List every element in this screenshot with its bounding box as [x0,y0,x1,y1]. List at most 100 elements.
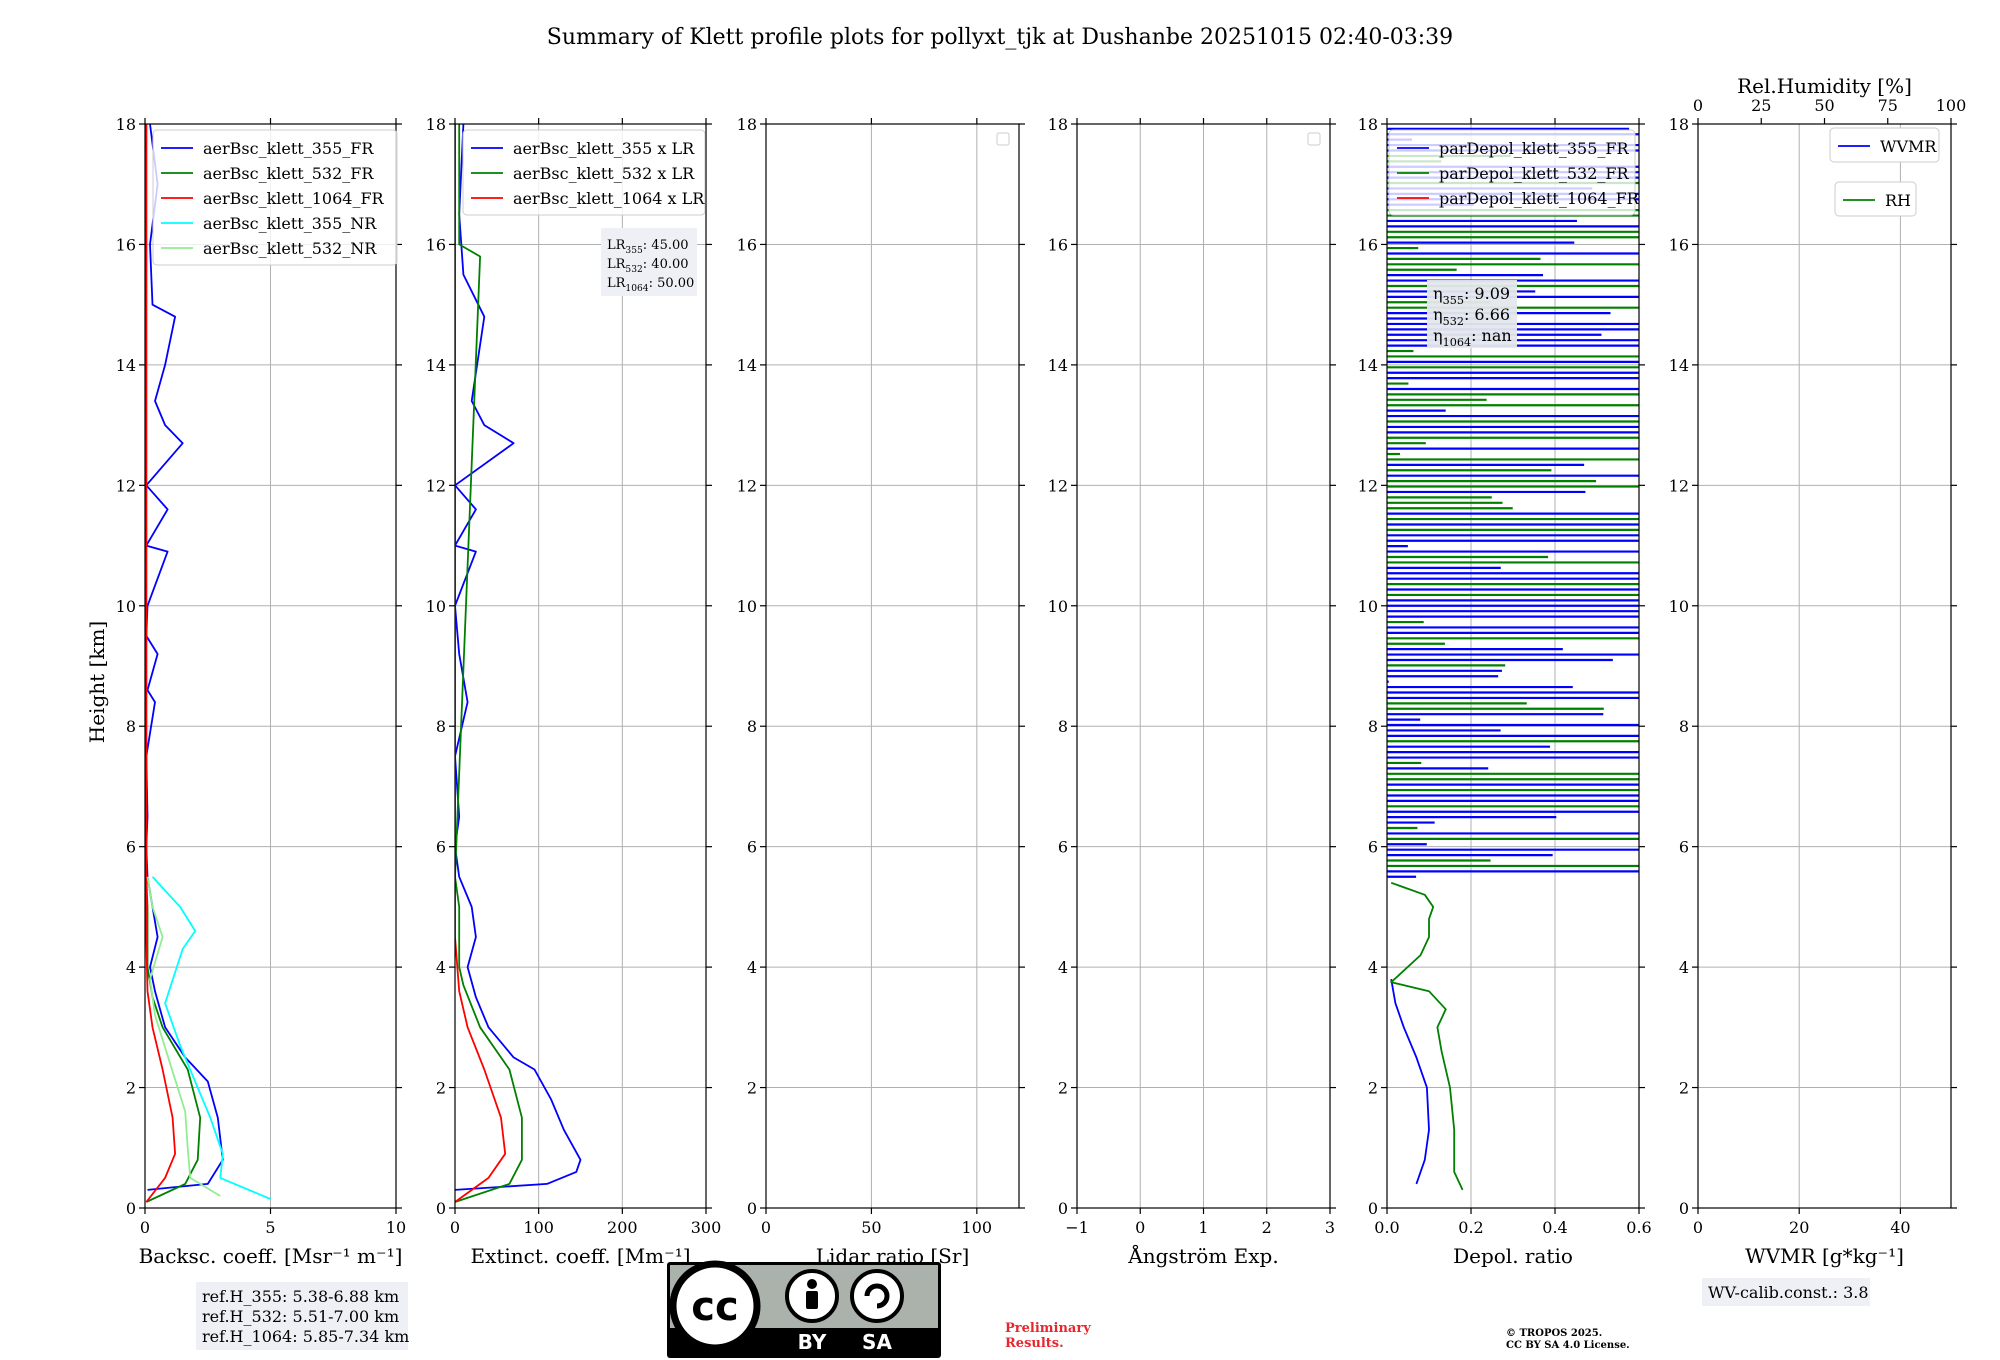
x-tick-label: 3 [1325,1218,1335,1237]
x-tick-label: 0.2 [1458,1218,1483,1237]
y-axis-label: Height [km] [85,621,109,743]
y-tick-label: 12 [1669,476,1689,495]
y-tick-label: 8 [1058,717,1068,736]
x-axis-label: Depol. ratio [1453,1244,1573,1268]
legend: WVMR [1829,127,1940,163]
y-tick-label: 2 [747,1079,757,1098]
series-line-parDepol_klett_532_FR [1390,881,1464,1191]
x-tick-label: 0 [1135,1218,1145,1237]
y-tick-label: 16 [426,235,446,254]
series-line-aerBsc_klett_1064 x LR [455,124,507,1203]
y-tick-label: 14 [737,356,757,375]
y-tick-label: 8 [747,717,757,736]
y-tick-label: 0 [126,1199,136,1218]
y-tick-label: 2 [1679,1079,1689,1098]
eta-box [1427,280,1517,348]
sa-icon [850,1269,904,1323]
legend-label: RH [1885,191,1911,210]
legend-label: aerBsc_klett_355 x LR [513,139,695,158]
eta-text: η532: 6.66 [1433,305,1510,328]
cc-text: cc [691,1284,738,1330]
wv-calib-annotation: WV-calib.const.: 3.8 [1702,1278,1870,1306]
y-tick-label: 6 [1368,838,1378,857]
empty-legend-box [1307,132,1321,146]
y-tick-label: 14 [1358,356,1378,375]
x-tick-label: 40 [1890,1218,1910,1237]
legend-box [1829,127,1940,163]
x-tick-label: 1 [1198,1218,1208,1237]
y-tick-label: 18 [1048,115,1068,134]
copyright-text: CC BY SA 4.0 License. [1506,1340,1630,1351]
y-tick-label: 0 [1058,1199,1068,1218]
y-tick-label: 6 [747,838,757,857]
x-tick-label: 300 [691,1218,722,1237]
x-tick-label: 200 [607,1218,638,1237]
cc-by-sa-logo: cc BY SA [667,1260,941,1358]
series-line-aerBsc_klett_355 x LR [455,124,582,1191]
y-tick-label: 2 [126,1079,136,1098]
x-tick-label: 2 [1262,1218,1272,1237]
lr-text: LR355: 45.00 [607,238,689,256]
top-x-tick-label: 75 [1878,96,1898,115]
sa-icon-arc [864,1283,890,1309]
copyright-text: © TROPOS 2025. [1506,1328,1602,1339]
top-x-axis-label: Rel.Humidity [%] [1737,74,1912,98]
eta-text: η1064: nan [1433,326,1512,349]
by-text: BY [798,1330,827,1354]
y-tick-label: 10 [426,597,446,616]
top-x-tick-label: 25 [1751,96,1771,115]
y-tick-label: 4 [126,958,136,977]
series-line-parDepol_klett_355_FR [1390,979,1430,1185]
preliminary-text: Preliminary [1005,1321,1091,1336]
axes-frame [1697,123,1952,1209]
y-tick-label: 4 [747,958,757,977]
series-line-aerBsc_klett_532 x LR [455,124,523,1203]
y-tick-label: 18 [737,115,757,134]
y-tick-label: 18 [116,115,136,134]
top-x-tick-label: 100 [1936,96,1967,115]
y-tick-label: 10 [1669,597,1689,616]
refh-box [196,1282,408,1350]
sa-text: SA [862,1330,892,1354]
legend: parDepol_klett_355_FR parDepol_klett_532_… [1388,129,1640,216]
top-x-tick-label: 0 [1693,96,1703,115]
y-tick-label: 8 [436,717,446,736]
y-tick-label: 6 [436,838,446,857]
y-tick-label: 6 [126,838,136,857]
lr-text: LR532: 40.00 [607,257,689,275]
legend-label: aerBsc_klett_355_NR [203,214,377,233]
axes-frame [454,123,707,1209]
y-tick-label: 14 [116,356,136,375]
y-tick-label: 8 [1679,717,1689,736]
legend-box [152,129,398,266]
x-tick-label: 0.4 [1542,1218,1567,1237]
legend-label: parDepol_klett_355_FR [1439,139,1630,158]
x-tick-label: 0.6 [1626,1218,1651,1237]
top-x-tick-label: 50 [1814,96,1834,115]
y-tick-label: 14 [1669,356,1689,375]
by-icon-head [807,1279,817,1289]
legend: RH [1834,181,1917,217]
y-tick-label: 18 [1669,115,1689,134]
y-tick-label: 10 [1048,597,1068,616]
x-tick-label: 0 [1693,1218,1703,1237]
y-tick-label: 12 [1048,476,1068,495]
y-tick-label: 0 [1679,1199,1689,1218]
y-tick-label: 4 [1368,958,1378,977]
y-tick-label: 16 [1669,235,1689,254]
y-tick-label: 10 [737,597,757,616]
by-icon-body [806,1291,818,1309]
y-tick-label: 8 [1368,717,1378,736]
y-tick-label: 18 [426,115,446,134]
y-tick-label: 12 [426,476,446,495]
preliminary-text: Results. [1005,1336,1064,1351]
x-tick-label: 10 [386,1218,406,1237]
wv-calib-text: WV-calib.const.: 3.8 [1708,1283,1869,1302]
